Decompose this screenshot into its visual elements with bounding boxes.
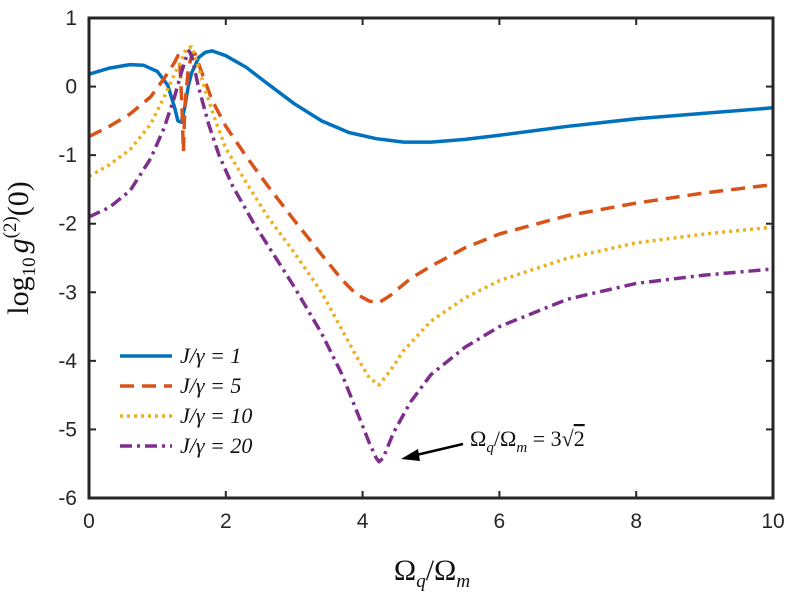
annotation: Ωq/Ωm = 3√2: [401, 426, 585, 461]
annotation-arrow-shaft: [411, 442, 464, 458]
x-tick-label: 8: [630, 510, 642, 533]
y-tick-label: -2: [58, 213, 77, 236]
y-tick-label: -3: [58, 281, 77, 304]
legend: J/γ = 1 J/γ = 5 J/γ = 10 J/γ = 20: [120, 343, 252, 458]
x-tick-label: 0: [83, 510, 95, 533]
series-line-4: [89, 49, 773, 464]
legend-label-2: J/γ = 5: [180, 373, 241, 398]
x-tick-label: 4: [357, 510, 369, 533]
axes-box: [87, 16, 775, 500]
y-tick-label: -1: [58, 144, 77, 167]
y-tick-label: 1: [65, 7, 77, 30]
x-axis-label: Ωq/Ωm: [394, 554, 470, 592]
series-layer: [89, 45, 773, 464]
y-tick-label: -4: [58, 350, 77, 373]
annotation-arrowhead: [401, 449, 420, 461]
series-line-1: [89, 49, 773, 144]
y-tick-label: 0: [65, 76, 77, 99]
series-line-2: [89, 51, 773, 305]
legend-label-1: J/γ = 1: [180, 343, 241, 368]
annotation-label: Ωq/Ωm = 3√2: [470, 426, 585, 456]
y-tick-label: -5: [58, 418, 77, 441]
x-tick-label: 6: [494, 510, 506, 533]
x-tick-label: 2: [220, 510, 232, 533]
y-axis-label: log10g(2)(0): [0, 181, 40, 314]
legend-label-3: J/γ = 10: [180, 403, 252, 428]
x-tick-label: 10: [761, 510, 784, 533]
y-tick-label: -6: [58, 487, 77, 510]
series-line-3: [89, 45, 773, 387]
legend-label-4: J/γ = 20: [180, 433, 252, 458]
